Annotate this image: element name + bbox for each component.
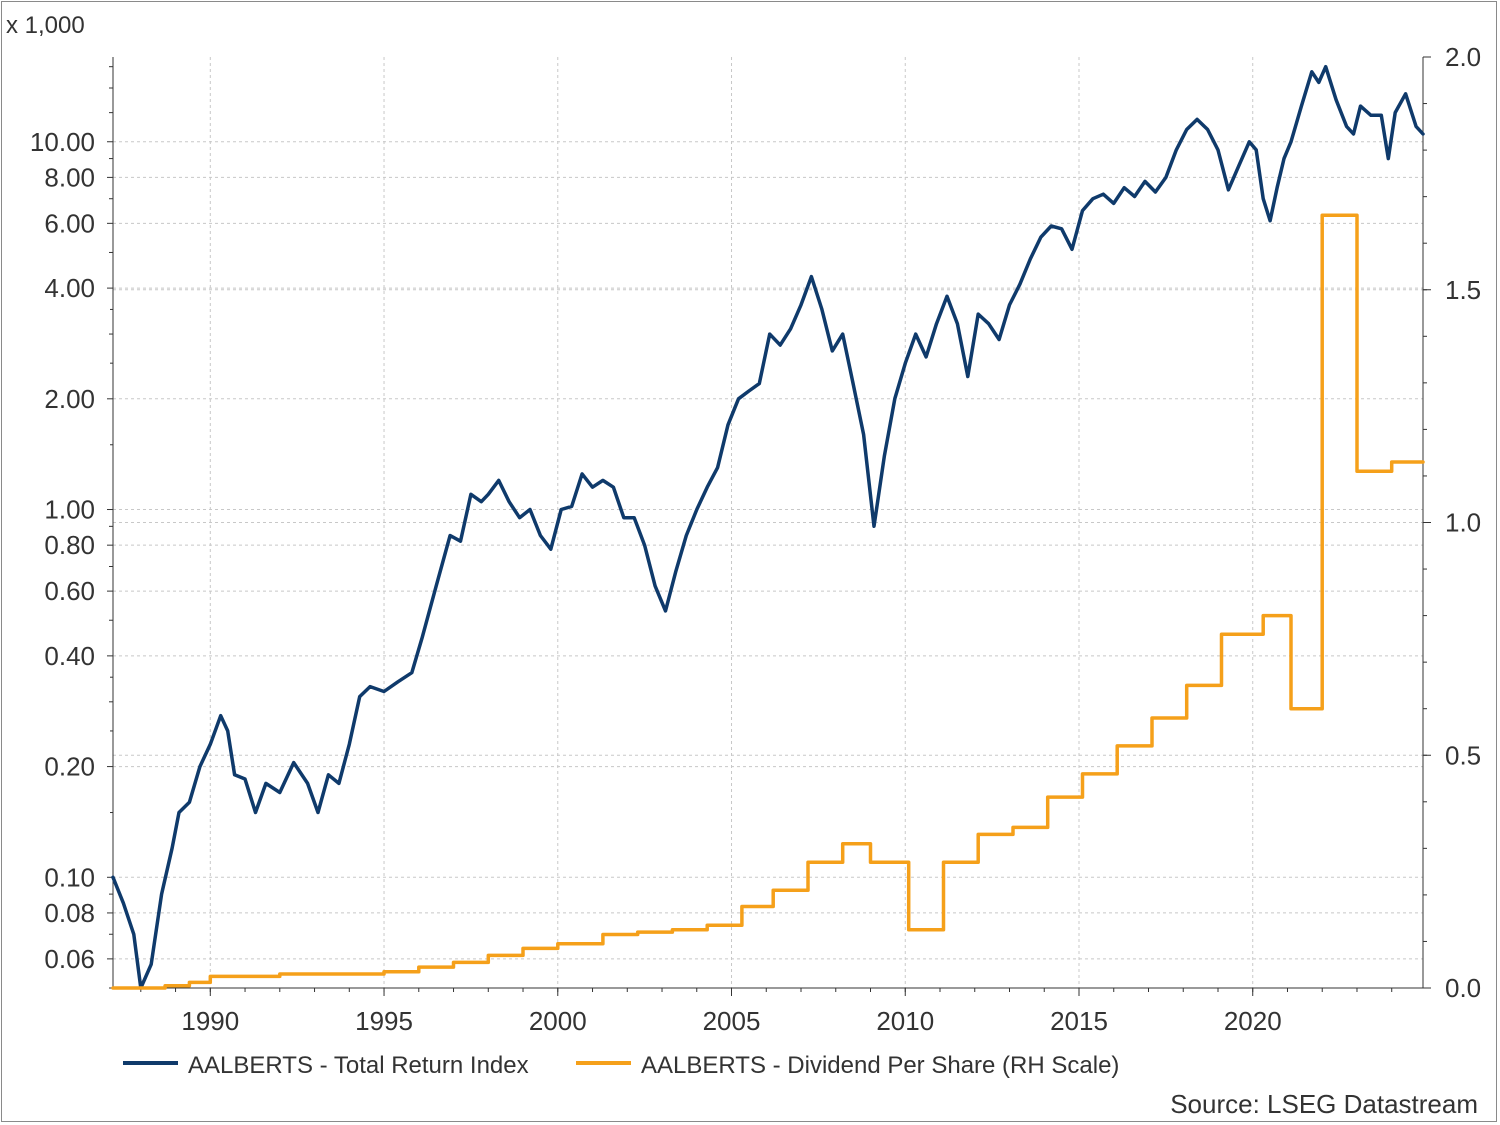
y-left-tick-label: 6.00 (44, 208, 95, 238)
legend-label-total-return: AALBERTS - Total Return Index (188, 1052, 529, 1079)
y-right-tick-label: 0.0 (1445, 973, 1481, 1003)
y-left-tick-label: 0.06 (44, 944, 95, 974)
x-tick-label: 2005 (703, 1006, 761, 1036)
y-right-tick-label: 1.5 (1445, 275, 1481, 305)
axes-layer: 10.00 8.00 6.00 4.00 2.00 1.00 0.80 0.60 0.40 0.2… (30, 42, 1481, 1036)
y-left-tick-label: 0.10 (44, 862, 95, 892)
x-tick-label: 2020 (1224, 1006, 1282, 1036)
x-tick-label: 1990 (181, 1006, 239, 1036)
x-tick-label: 2010 (876, 1006, 934, 1036)
series-line-total-return (111, 64, 1425, 990)
y-left-tick-label: 2.00 (44, 384, 95, 414)
y-left-tick-label: 0.60 (44, 576, 95, 606)
y-right-tick-label: 0.5 (1445, 740, 1481, 770)
y-left-tick-label: 4.00 (44, 273, 95, 303)
y-right-tick-label: 1.0 (1445, 508, 1481, 538)
y-left-tick-label: 0.08 (44, 898, 95, 928)
legend: AALBERTS - Total Return Index AALBERTS -… (123, 1052, 1119, 1079)
series-line-dividend (111, 213, 1425, 990)
x-tick-label: 2000 (529, 1006, 587, 1036)
source-label: Source: LSEG Datastream (1170, 1089, 1478, 1119)
grid-layer (113, 57, 1423, 988)
y-left-tick-label: 0.40 (44, 641, 95, 671)
legend-label-dividend: AALBERTS - Dividend Per Share (RH Scale) (641, 1052, 1119, 1079)
y-left-tick-label: 1.00 (44, 495, 95, 525)
y-left-unit-label: x 1,000 (6, 12, 85, 39)
y-right-tick-label: 2.0 (1445, 42, 1481, 72)
series-layer (111, 64, 1425, 990)
y-left-tick-label: 10.00 (30, 127, 95, 157)
y-left-tick-label: 8.00 (44, 162, 95, 192)
x-tick-label: 2015 (1050, 1006, 1108, 1036)
y-left-tick-label: 0.20 (44, 752, 95, 782)
x-tick-label: 1995 (355, 1006, 413, 1036)
y-left-tick-label: 0.80 (44, 530, 95, 560)
